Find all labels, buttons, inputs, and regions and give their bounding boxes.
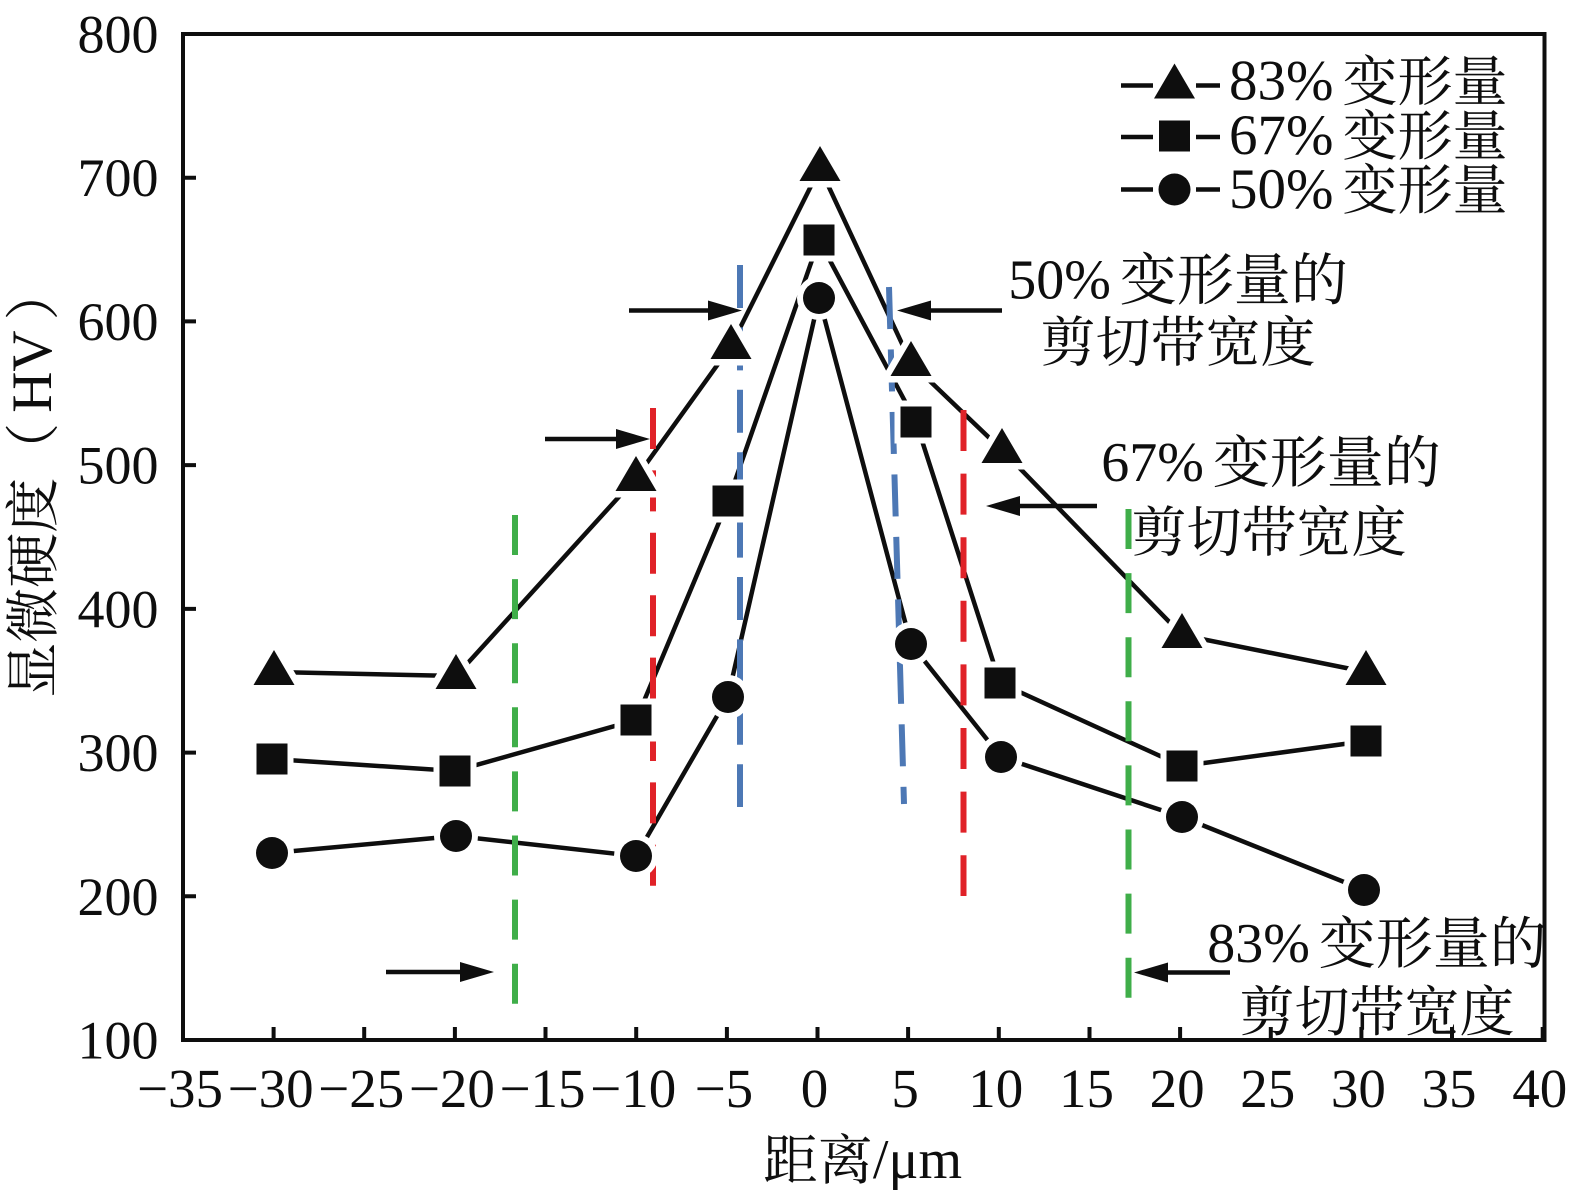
svg-text:−30: −30 bbox=[228, 1058, 314, 1119]
svg-text:10: 10 bbox=[968, 1058, 1023, 1119]
svg-text:20: 20 bbox=[1150, 1058, 1205, 1119]
svg-text:400: 400 bbox=[78, 579, 159, 639]
svg-text:800: 800 bbox=[78, 5, 159, 65]
svg-text:40: 40 bbox=[1512, 1058, 1567, 1119]
svg-text:50%: 50% bbox=[1229, 158, 1333, 221]
svg-text:700: 700 bbox=[78, 148, 159, 208]
svg-text:HV: HV bbox=[1, 330, 64, 412]
svg-text:35: 35 bbox=[1422, 1058, 1477, 1119]
svg-text:600: 600 bbox=[78, 292, 159, 352]
svg-text:−25: −25 bbox=[318, 1058, 404, 1119]
svg-text:100: 100 bbox=[78, 1011, 159, 1071]
svg-text:−20: −20 bbox=[409, 1058, 495, 1119]
svg-text:−5: −5 bbox=[695, 1058, 754, 1119]
svg-text:−15: −15 bbox=[499, 1058, 585, 1119]
svg-text:0: 0 bbox=[801, 1058, 829, 1119]
svg-text:/μm: /μm bbox=[873, 1129, 962, 1191]
svg-text:−35: −35 bbox=[137, 1058, 223, 1119]
svg-text:30: 30 bbox=[1331, 1058, 1386, 1119]
svg-text:83%: 83% bbox=[1207, 913, 1310, 975]
svg-text:−10: −10 bbox=[590, 1058, 676, 1119]
svg-text:200: 200 bbox=[78, 867, 159, 927]
svg-text:15: 15 bbox=[1059, 1058, 1114, 1119]
svg-text:67%: 67% bbox=[1101, 432, 1204, 494]
svg-text:83%: 83% bbox=[1229, 49, 1333, 112]
svg-text:67%: 67% bbox=[1229, 104, 1333, 167]
svg-text:50%: 50% bbox=[1008, 249, 1111, 311]
svg-text:300: 300 bbox=[78, 723, 159, 783]
svg-text:500: 500 bbox=[78, 436, 159, 496]
svg-text:25: 25 bbox=[1240, 1058, 1295, 1119]
svg-text:5: 5 bbox=[891, 1058, 919, 1119]
